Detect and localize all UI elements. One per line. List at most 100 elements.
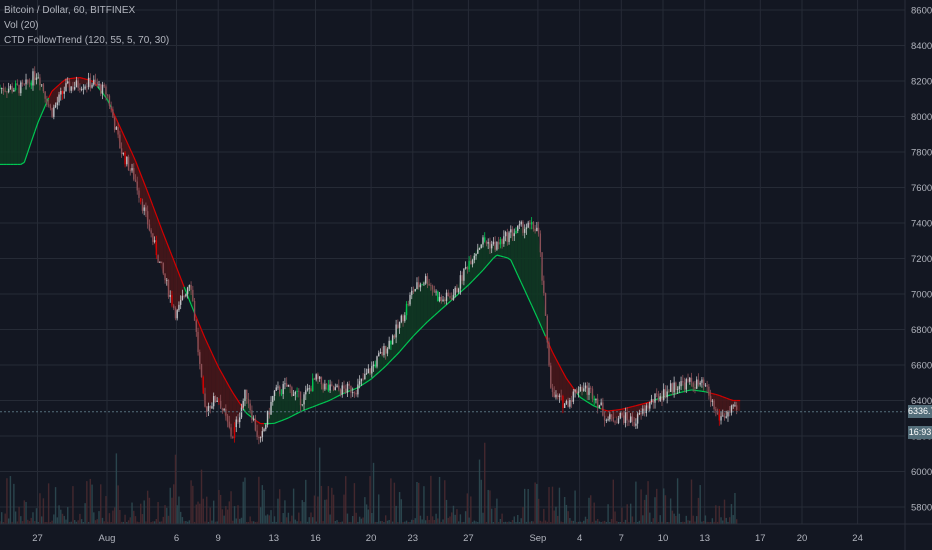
volume-bar [715, 505, 717, 524]
volume-bar [235, 518, 237, 524]
y-tick-label: 6600.0 [911, 361, 932, 372]
candle-body [299, 391, 302, 406]
candle-body [511, 229, 514, 237]
candle-body [708, 386, 710, 396]
trend-line-segment [392, 354, 397, 360]
volume-bar [150, 521, 152, 524]
trend-band-segment [528, 227, 532, 306]
volume-bar [188, 520, 191, 524]
candle-body [378, 353, 380, 357]
time-axis[interactable]: 27 Aug 6 9 13 16 20 23 27 Sep 4 7 10 13 17 20 24 [0, 523, 932, 544]
volume-bar [77, 520, 79, 524]
trend-line-segment [454, 293, 460, 298]
volume-bar [207, 521, 210, 524]
trend-line-segment [228, 386, 234, 393]
candle-body [529, 222, 531, 225]
candle-body [183, 295, 185, 297]
trend-band-segment [284, 387, 289, 420]
bar-countdown-badge: 16:93 [908, 425, 932, 439]
candle-body [430, 285, 432, 287]
x-tick-label: 6 [174, 533, 179, 544]
volume-bar [586, 518, 588, 524]
volume-bar [332, 494, 335, 524]
candle-body [480, 244, 482, 249]
volume-bar [7, 518, 10, 524]
candle-body [729, 411, 731, 413]
candle-body [477, 249, 479, 254]
volume-bar [174, 454, 177, 524]
trend-band-segment [736, 400, 741, 412]
candle-body [393, 335, 396, 338]
volume-bar [661, 521, 663, 524]
volume-bar [138, 521, 140, 524]
y-tick-label: 6800.0 [911, 325, 932, 336]
volume-bar [346, 513, 349, 524]
volume-bar [100, 484, 102, 524]
volume-bar [372, 462, 375, 524]
candle-body [225, 409, 227, 416]
candle-body [629, 416, 632, 423]
trend-line-segment [385, 362, 390, 367]
volume-bar [291, 515, 293, 524]
candle-body [124, 152, 126, 165]
followtrend-indicator-label[interactable]: CTD FollowTrend (120, 55, 5, 70, 30) [4, 35, 170, 46]
trend-band-segment [13, 88, 18, 165]
candle-body [407, 303, 409, 305]
volume-bar [49, 521, 52, 524]
volume-bar [308, 517, 310, 524]
candle-body [94, 79, 97, 83]
x-tick-label: 17 [755, 533, 766, 544]
candle-body [713, 400, 715, 410]
volume-bar [541, 521, 543, 524]
trend-band-segment [69, 78, 73, 88]
candle-body [490, 244, 493, 249]
volume-bar [391, 521, 394, 524]
candle-body [405, 303, 408, 316]
candle-body [484, 237, 486, 242]
trend-band-segment [271, 393, 275, 424]
volume-bar [490, 508, 493, 524]
y-tick-label: 8000.0 [911, 112, 932, 123]
trend-band-segment [562, 372, 567, 404]
volume-indicator-label[interactable]: Vol (20) [4, 20, 39, 31]
volume-bar [322, 521, 324, 524]
candle-body [706, 384, 708, 387]
volume-bar [56, 517, 59, 524]
volume-bar [709, 521, 712, 524]
volume-bar [619, 522, 621, 524]
volume-bar [6, 478, 8, 524]
volume-bar [232, 520, 234, 524]
volume-bar [520, 518, 522, 524]
volume-bar [110, 521, 112, 524]
y-tick-label: 7400.0 [911, 219, 932, 230]
volume-bar [152, 521, 154, 524]
trend-band-segment [559, 365, 563, 403]
volume-bar [504, 521, 507, 524]
candle-body [461, 275, 463, 281]
trend-line-segment [586, 401, 592, 405]
trend-line-segment [527, 297, 533, 306]
candle-body [282, 384, 284, 394]
candle-body [346, 383, 349, 393]
candle-body [609, 414, 611, 420]
x-tick-label: 13 [699, 533, 710, 544]
candle-body [49, 105, 52, 109]
volume-bar [463, 521, 465, 524]
volume-bar [65, 519, 67, 524]
volume-bars [0, 442, 738, 524]
symbol-title[interactable]: Bitcoin / Dollar, 60, BITFINEX [4, 5, 136, 16]
candle-body [318, 376, 321, 379]
trend-line-segment [200, 329, 206, 339]
trend-band-segment [204, 338, 209, 409]
volume-bar [226, 509, 229, 524]
volume-bar [617, 521, 620, 524]
volume-bar [631, 516, 634, 524]
candle-body [640, 413, 642, 414]
trend-band-segment [531, 227, 536, 313]
volume-bar [239, 518, 241, 524]
price-axis[interactable]: 8600.0 8400.0 8200.0 8000.0 7800.0 7600.0 7400… [904, 0, 932, 550]
candle-body [437, 291, 439, 301]
volume-bar [499, 518, 502, 524]
candle-body [550, 365, 552, 388]
